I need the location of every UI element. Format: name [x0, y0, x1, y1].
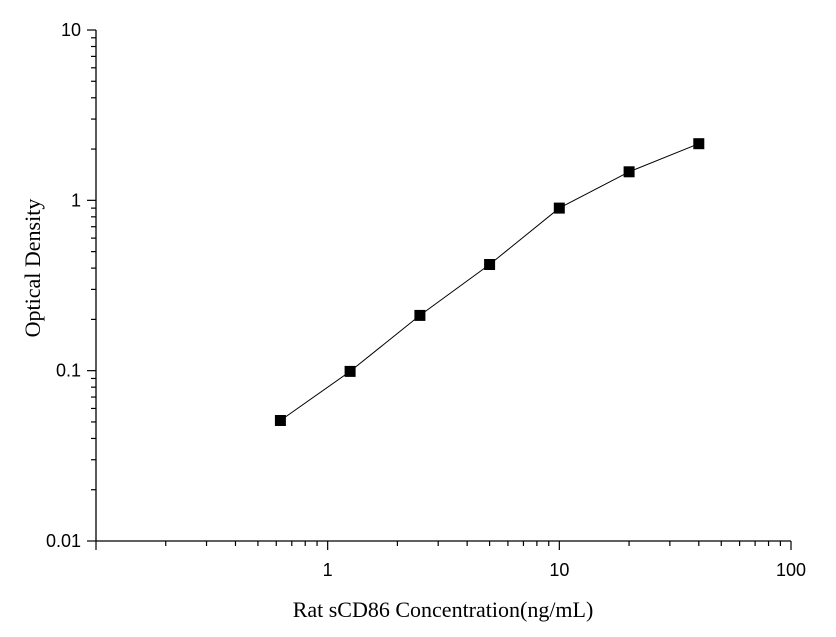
- x-ticks: 1 10 100: [95, 541, 806, 580]
- series: [274, 138, 705, 426]
- x-tick-label: 100: [776, 560, 806, 580]
- axes: [95, 30, 791, 542]
- y-tick-label: 1: [71, 190, 81, 210]
- data-point: [414, 309, 426, 321]
- data-point: [553, 202, 565, 214]
- series-line: [280, 143, 699, 421]
- data-point: [623, 166, 635, 178]
- data-point: [344, 365, 356, 377]
- data-point: [693, 138, 705, 150]
- y-ticks: 0.01 0.1 1 10: [46, 20, 96, 551]
- x-axis-title: Rat sCD86 Concentration(ng/mL): [293, 597, 594, 622]
- y-tick-label: 0.01: [46, 531, 81, 551]
- y-tick-label: 10: [61, 20, 81, 40]
- x-tick-label: 1: [323, 560, 333, 580]
- y-axis-title: Optical Density: [20, 199, 45, 338]
- y-tick-label: 0.1: [56, 361, 81, 381]
- data-point: [484, 259, 496, 270]
- x-tick-label: 10: [549, 560, 569, 580]
- data-point: [274, 415, 286, 426]
